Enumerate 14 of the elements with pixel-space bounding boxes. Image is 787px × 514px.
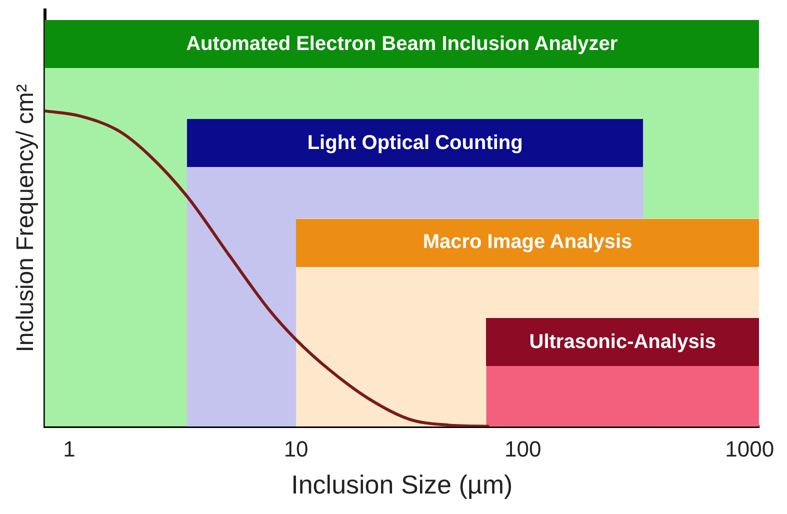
label-box: Automated Electron Beam Inclusion Analyzer (44, 20, 759, 68)
label-box: Macro Image Analysis (296, 218, 759, 267)
label-box: Ultrasonic-Analysis (486, 318, 759, 366)
y-axis-title: Inclusion Frequency/ cm² (12, 84, 40, 352)
x-tick-label: 10 (284, 436, 308, 462)
x-axis-title: Inclusion Size (µm) (291, 470, 513, 500)
x-tick-label: 1 (63, 436, 76, 462)
x-tick-label: 1000 (725, 436, 774, 462)
band-label: Macro Image Analysis (422, 231, 632, 254)
band-label: Automated Electron Beam Inclusion Analyzer (186, 32, 618, 56)
band-label: Light Optical Counting (307, 132, 523, 155)
x-tick-label: 100 (504, 436, 542, 462)
label-box: Light Optical Counting (186, 119, 644, 168)
band-label: Ultrasonic-Analysis (529, 330, 716, 354)
